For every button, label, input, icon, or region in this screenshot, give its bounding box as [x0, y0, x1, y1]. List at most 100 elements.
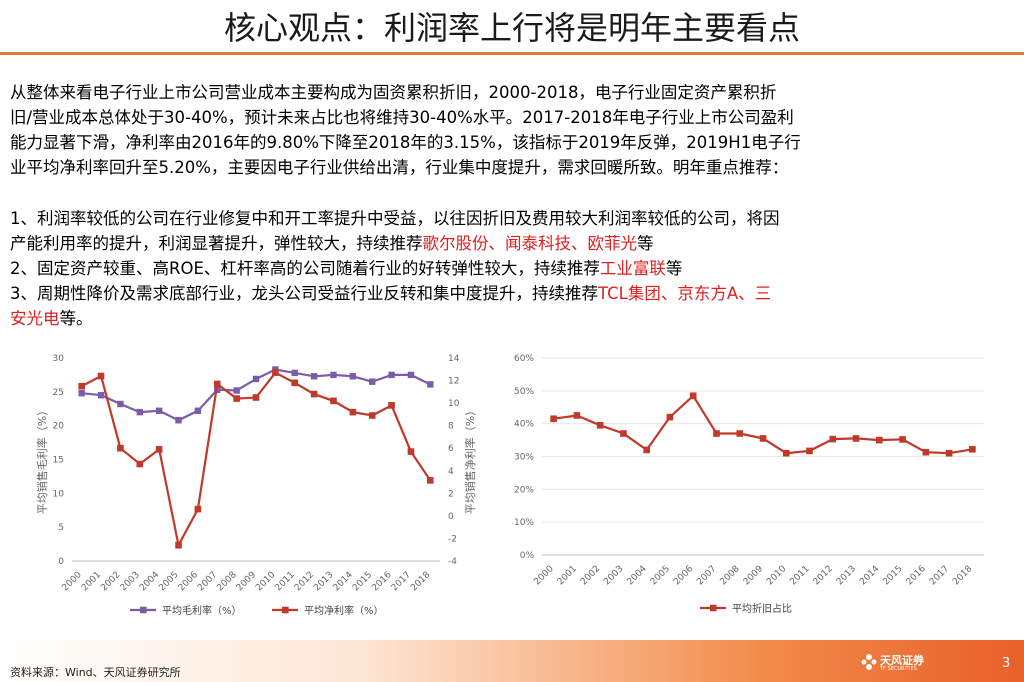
data-point [349, 408, 357, 416]
x-tick-label: 2017 [390, 570, 413, 593]
y-tick-label: 20% [514, 485, 534, 495]
data-point [78, 382, 85, 390]
x-tick-label: 2013 [835, 564, 858, 587]
page-title: 核心观点：利润率上行将是明年主要看点 [223, 9, 800, 47]
y-tick-label: 20 [53, 422, 65, 432]
data-point [272, 369, 279, 376]
legend-marker [140, 606, 147, 614]
legend-label: 平均折旧占比 [732, 602, 792, 615]
y-tick-label: 40% [514, 420, 534, 430]
data-point [713, 430, 720, 437]
point-1-recommended-stocks: 歌尔股份、闻泰科技、欧菲光 [422, 234, 638, 253]
x-tick-label: 2015 [351, 570, 374, 593]
x-tick-label: 2014 [858, 564, 881, 587]
tianfeng-logo-icon [861, 654, 877, 670]
data-point [155, 407, 163, 414]
y2-tick-label: -4 [448, 557, 457, 567]
x-tick-label: 2008 [719, 564, 742, 587]
intro-line-3: 能力显著下滑，净利率由2016年的9.80%下降至2018年的3.15%，该指标… [10, 133, 801, 152]
x-tick-label: 2006 [177, 570, 200, 593]
y-tick-label: 15 [53, 456, 64, 466]
x-tick-label: 2007 [695, 564, 718, 587]
y-tick-label: 0% [520, 551, 535, 561]
y2-tick-label: 14 [448, 354, 460, 364]
depreciation-share-chart: 0% 10% 20% 30% 40% 50% 60% 2000 2001 2002 2003 2004… [514, 354, 984, 615]
margin-chart: 051015202530-4-2024681012142000200120022… [35, 354, 477, 617]
data-point [596, 422, 604, 429]
data-point [407, 448, 415, 455]
legend-label: 平均净利率（%） [304, 604, 384, 617]
x-tick-label: 2002 [579, 564, 602, 587]
x-tick-label: 2003 [119, 570, 142, 593]
data-point [291, 379, 299, 387]
data-point [427, 477, 434, 484]
series-line [553, 394, 973, 455]
data-point [945, 449, 953, 457]
data-point [310, 373, 318, 380]
data-point [666, 413, 674, 421]
data-point [136, 408, 143, 416]
y-tick-label: 50% [514, 387, 534, 397]
x-tick-label: 2002 [99, 570, 122, 593]
data-point [736, 430, 744, 437]
data-point [620, 430, 627, 437]
data-point [829, 435, 837, 443]
data-point [876, 436, 883, 444]
data-point [689, 392, 697, 400]
data-point [252, 394, 260, 401]
intro-line-1: 从整体来看电子行业上市公司营业成本主要构成为固资累积折旧，2000-2018，电… [10, 83, 777, 102]
logo-subtitle: TF SECURITIES [880, 666, 917, 672]
data-point [969, 445, 976, 453]
x-tick-label: 2015 [881, 564, 904, 587]
y-tick-label: 10% [514, 518, 534, 528]
x-tick-label: 2017 [928, 564, 951, 587]
data-point [194, 407, 202, 414]
data-point [550, 415, 557, 423]
point-2-recommended-stocks: 工业富联 [599, 259, 666, 278]
title-divider [0, 52, 1024, 55]
x-tick-label: 2004 [138, 570, 161, 593]
data-point [852, 435, 860, 442]
point-3-text: 3、周期性降价及需求底部行业，龙头公司受益行业反转和集中度提升，持续推荐 [10, 284, 598, 303]
data-point [806, 447, 813, 455]
data-point [194, 505, 202, 513]
x-tick-label: 2013 [312, 570, 335, 593]
x-tick-label: 2011 [788, 564, 811, 587]
data-point [175, 417, 182, 424]
x-tick-label: 2001 [80, 570, 103, 593]
source-note: 资料来源：Wind、天风证券研究所 [10, 666, 181, 679]
x-tick-label: 2005 [649, 564, 672, 587]
point-3-line-2: 安光电等。 [10, 306, 1016, 331]
y2-tick-label: 2 [448, 489, 454, 499]
x-tick-label: 2014 [332, 570, 355, 593]
data-point [155, 446, 163, 453]
data-point [759, 435, 767, 442]
x-tick-label: 2018 [951, 564, 974, 587]
y2-tick-label: 0 [448, 512, 454, 522]
data-point [330, 397, 337, 405]
point-3-line-1: 3、周期性降价及需求底部行业，龙头公司受益行业反转和集中度提升，持续推荐TCL集… [10, 281, 1016, 306]
y-tick-label: 10 [53, 489, 65, 499]
data-point [291, 369, 298, 377]
data-point [922, 448, 930, 456]
y-tick-label: 25 [53, 388, 64, 398]
y2-tick-label: 6 [448, 444, 454, 454]
x-tick-label: 2009 [235, 570, 258, 593]
legend-marker [282, 606, 289, 614]
data-point [388, 371, 395, 379]
data-point [213, 380, 221, 388]
point-1-line-1: 1、利润率较低的公司在行业修复中和开工率提升中受益，以往因折旧及费用较大利润率较… [10, 209, 780, 228]
x-tick-label: 2012 [812, 564, 835, 587]
data-point [78, 389, 85, 397]
point-2-text: 2、固定资产较重、高ROE、杠杆率高的公司随着行业的好转弹性较大，持续推荐 [10, 259, 600, 278]
data-point [117, 400, 124, 408]
point-2: 2、固定资产较重、高ROE、杠杆率高的公司随着行业的好转弹性较大，持续推荐工业富… [10, 256, 1016, 281]
data-point [310, 390, 318, 398]
point-3-recommended-stocks-cont: 安光电 [10, 309, 60, 328]
data-point [233, 387, 240, 394]
y2-axis-title: 平均销售净利率（%） [463, 405, 477, 514]
x-tick-label: 2000 [532, 564, 555, 587]
intro-line-2: 旧/营业成本总体处于30-40%，预计未来占比也将维持30-40%水平。2017… [10, 108, 794, 127]
x-tick-label: 2016 [370, 570, 393, 593]
x-tick-label: 2016 [905, 564, 928, 587]
